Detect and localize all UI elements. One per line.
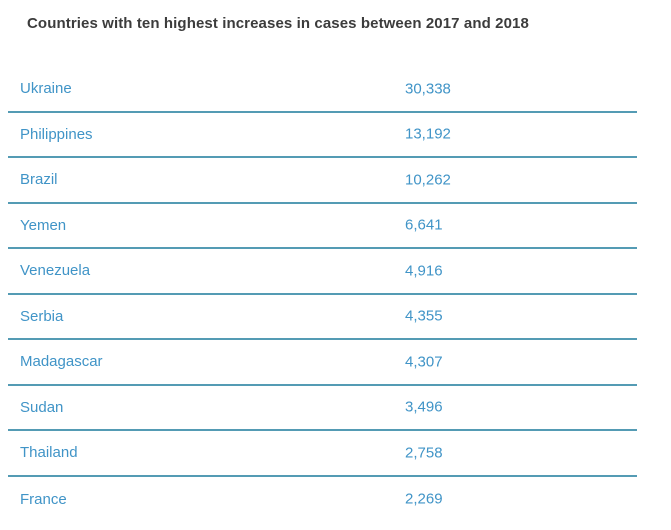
- value-label: 4,307: [405, 353, 443, 371]
- table-row: France 2,269: [8, 477, 637, 523]
- table-row: Ukraine 30,338: [8, 67, 637, 113]
- country-label: Brazil: [20, 171, 58, 189]
- value-label: 3,496: [405, 398, 443, 416]
- country-label: Yemen: [20, 216, 67, 234]
- value-label: 6,641: [405, 216, 443, 234]
- value-label: 4,355: [405, 307, 443, 325]
- page-title: Countries with ten highest increases in …: [27, 15, 529, 32]
- value-label: 2,758: [405, 444, 443, 462]
- table-row: Brazil 10,262: [8, 158, 637, 204]
- value-label: 4,916: [405, 262, 443, 280]
- country-label: Serbia: [20, 307, 64, 325]
- value-label: 2,269: [405, 490, 443, 508]
- table-row: Sudan 3,496: [8, 386, 637, 431]
- value-label: 30,338: [405, 80, 451, 98]
- country-label: Madagascar: [20, 353, 103, 371]
- value-label: 10,262: [405, 171, 451, 189]
- table-row: Serbia 4,355: [8, 295, 637, 340]
- country-label: Ukraine: [20, 80, 72, 98]
- country-label: Thailand: [20, 444, 78, 462]
- table-row: Venezuela 4,916: [8, 249, 637, 295]
- country-label: France: [20, 490, 67, 508]
- table-row: Yemen 6,641: [8, 204, 637, 249]
- table-row: Madagascar 4,307: [8, 340, 637, 386]
- country-label: Sudan: [20, 398, 64, 416]
- table-row: Thailand 2,758: [8, 431, 637, 477]
- table-row: Philippines 13,192: [8, 113, 637, 158]
- country-label: Venezuela: [20, 262, 91, 280]
- value-label: 13,192: [405, 125, 451, 143]
- data-table: Ukraine 30,338 Philippines 13,192 Brazil…: [8, 67, 637, 522]
- country-label: Philippines: [20, 125, 93, 143]
